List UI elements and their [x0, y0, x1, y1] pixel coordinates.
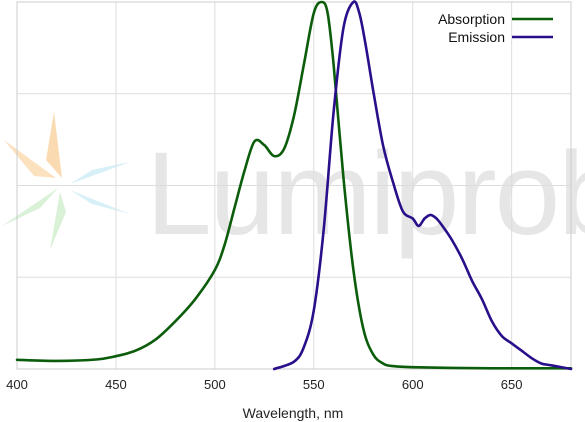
series-layer [15, 0, 573, 371]
x-tick-label: 650 [501, 377, 523, 392]
legend-label-emission: Emission [448, 29, 505, 45]
x-tick-label: 400 [6, 377, 28, 392]
plot-frame [16, 1, 572, 370]
series-line-absorption [15, 0, 573, 370]
x-tick-label: 550 [303, 377, 325, 392]
x-axis-ticks: 400 450 500 550 600 650 [6, 377, 522, 392]
x-axis-label: Wavelength, nm [243, 405, 344, 421]
legend: Absorption Emission [438, 11, 553, 45]
watermark-text: Lumiprobe [146, 128, 585, 260]
series-line-emission [272, 0, 573, 371]
legend-label-absorption: Absorption [438, 11, 505, 27]
lumiprobe-logo-icon [2, 112, 130, 250]
x-tick-label: 600 [402, 377, 424, 392]
x-tick-label: 450 [105, 377, 127, 392]
x-tick-label: 500 [204, 377, 226, 392]
